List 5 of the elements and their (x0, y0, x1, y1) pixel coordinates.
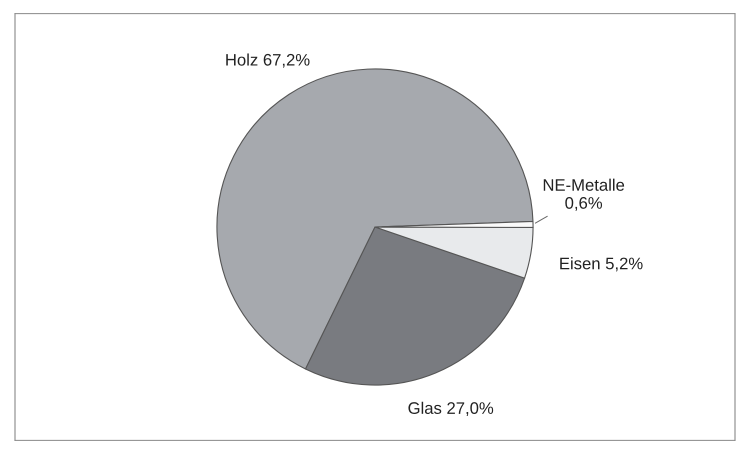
slice-label: NE-Metalle (544, 178, 624, 191)
data-label: 0,6% (565, 197, 602, 211)
slice-label: Holz 67,2% (226, 53, 310, 68)
slice-label: Eisen 5,2% (560, 257, 643, 272)
slice-label: Glas 27,0% (408, 402, 494, 416)
